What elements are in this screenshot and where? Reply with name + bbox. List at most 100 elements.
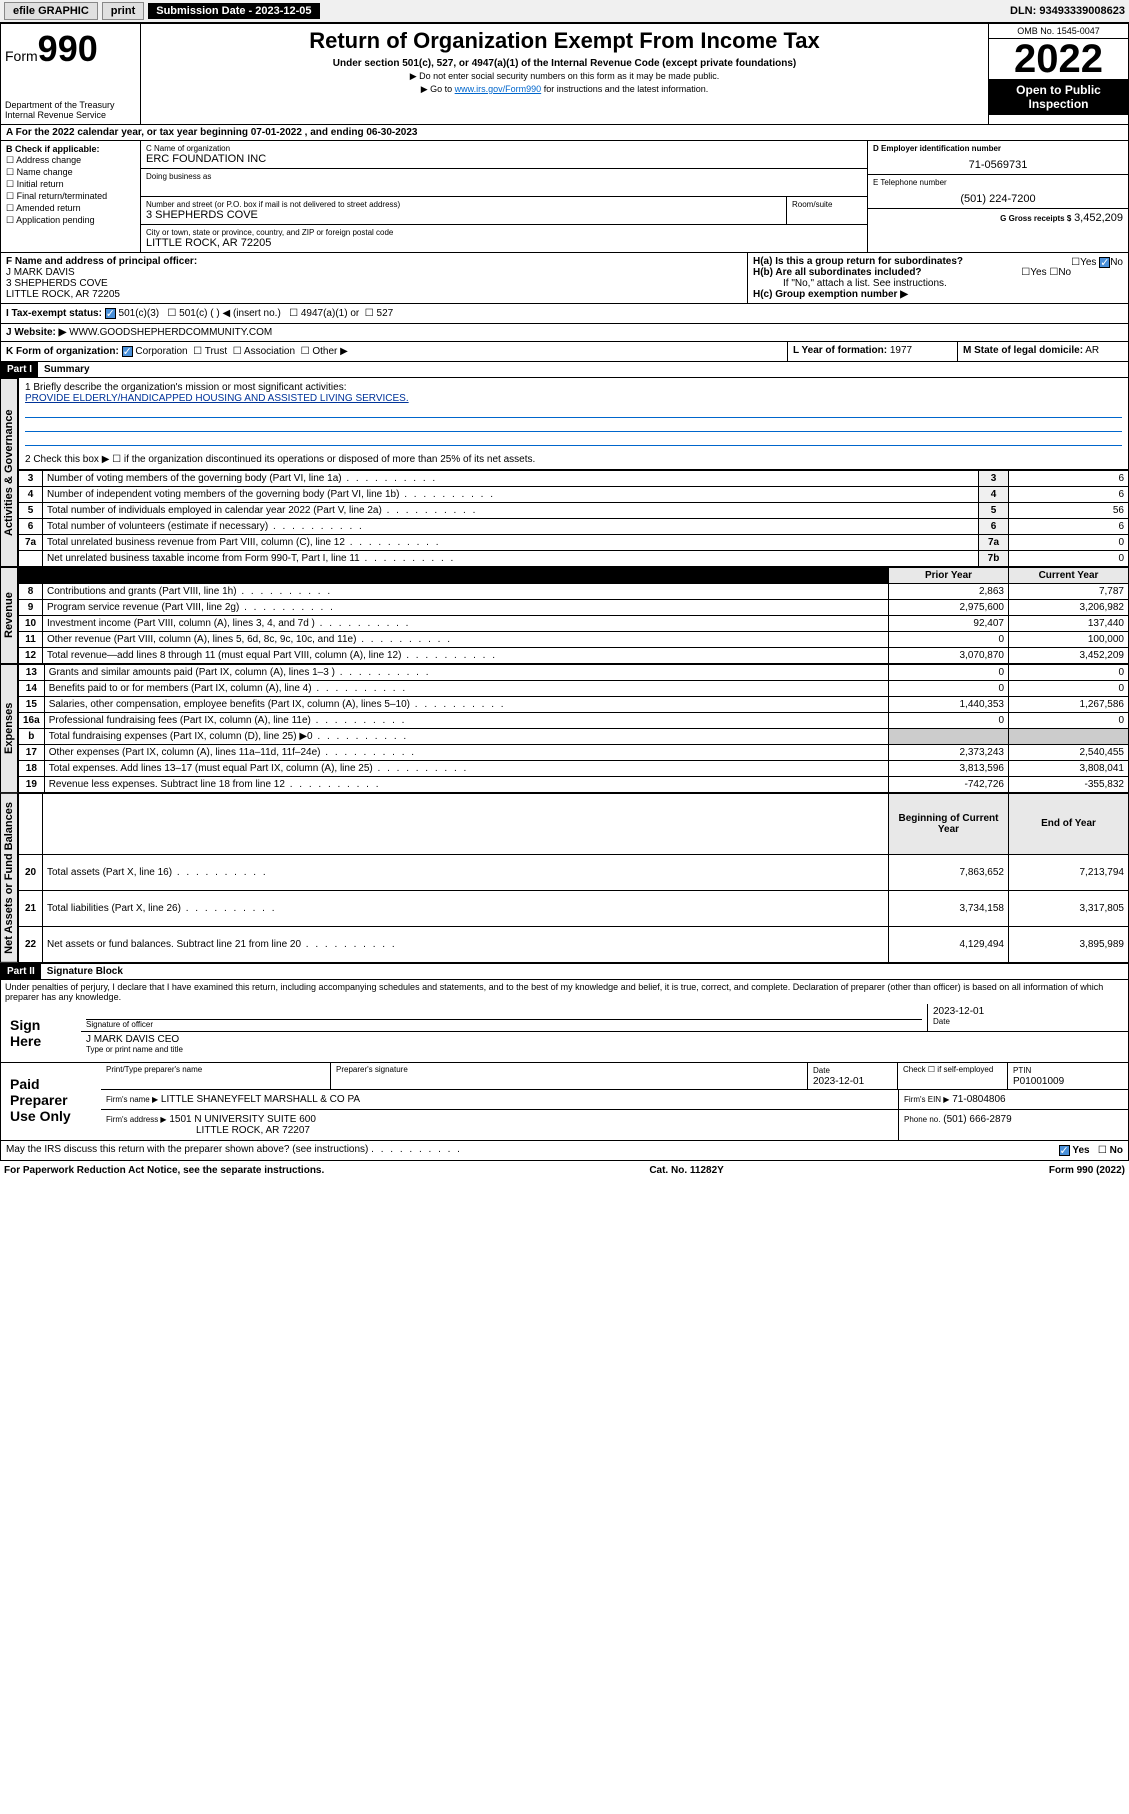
box-b: B Check if applicable: ☐ Address change … [1,141,141,252]
type-name-label: Type or print name and title [86,1045,1123,1054]
opt-4947[interactable]: 4947(a)(1) or [301,308,359,319]
chk-501c3[interactable] [105,308,116,319]
date-label: Date [933,1017,1123,1026]
table-row: 3Number of voting members of the governi… [19,471,1129,487]
table-row: Net unrelated business taxable income fr… [19,551,1129,567]
table-row: 19Revenue less expenses. Subtract line 1… [19,777,1129,793]
chk-final[interactable]: ☐ Final return/terminated [6,191,135,202]
ptin-value: P01001009 [1013,1076,1064,1087]
part-i-header: Part I Summary [0,362,1129,378]
table-row: 13Grants and similar amounts paid (Part … [19,665,1129,681]
opt-pending: Application pending [16,215,95,225]
table-row: 17Other expenses (Part IX, column (A), l… [19,745,1129,761]
chk-initial[interactable]: ☐ Initial return [6,179,135,190]
dln: DLN: 93493339008623 [1010,5,1125,17]
hb-no[interactable]: No [1058,267,1071,278]
discuss-no[interactable]: No [1110,1145,1123,1156]
efile-button[interactable]: efile GRAPHIC [4,2,98,20]
box-k-label: K Form of organization: [6,346,119,357]
phone-value: (501) 224-7200 [873,193,1123,205]
table-row: 5Total number of individuals employed in… [19,503,1129,519]
table-row: 10Investment income (Part VIII, column (… [19,616,1129,632]
table-row: 8Contributions and grants (Part VIII, li… [19,584,1129,600]
irs-label: Internal Revenue Service [5,110,136,120]
box-m: M State of legal domicile: AR [958,342,1128,361]
footer-pra: For Paperwork Reduction Act Notice, see … [4,1165,324,1176]
part-ii-label: Part II [1,964,41,979]
room-label: Room/suite [792,200,862,209]
officer-name: J MARK DAVIS [6,267,75,278]
box-deg: D Employer identification number 71-0569… [868,141,1128,252]
opt-trust[interactable]: Trust [205,346,227,357]
page-footer: For Paperwork Reduction Act Notice, see … [0,1161,1129,1180]
discuss-yes-check[interactable] [1059,1145,1070,1156]
tax-year: 2022 [989,39,1128,79]
opt-amended: Amended return [16,203,81,213]
tax-status-row: I Tax-exempt status: 501(c)(3) ☐ 501(c) … [0,304,1129,324]
year-formation: 1977 [890,345,912,356]
chk-address-change[interactable]: ☐ Address change [6,155,135,166]
note2-post: for instructions and the latest informat… [541,84,708,94]
officer-name-title: J MARK DAVIS CEO [86,1034,1123,1045]
paid-preparer-row: Paid Preparer Use Only Print/Type prepar… [0,1063,1129,1141]
box-l: L Year of formation: 1977 [788,342,958,361]
discuss-label: May the IRS discuss this return with the… [6,1144,368,1155]
form-title-cell: Return of Organization Exempt From Incom… [141,24,988,124]
chk-corp[interactable] [122,346,133,357]
chk-amended[interactable]: ☐ Amended return [6,203,135,214]
ein-label: D Employer identification number [873,144,1001,153]
tax-period: A For the 2022 calendar year, or tax yea… [0,125,1129,141]
chk-pending[interactable]: ☐ Application pending [6,215,135,226]
period-begin: 07-01-2022 [251,127,302,138]
expenses-section: Expenses 13Grants and similar amounts pa… [0,664,1129,793]
officer-addr1: 3 SHEPHERDS COVE [6,278,108,289]
opt-527[interactable]: 527 [377,308,394,319]
chk-name-change[interactable]: ☐ Name change [6,167,135,178]
vtab-expenses: Expenses [0,664,18,793]
opt-501c[interactable]: 501(c) ( ) ◀ (insert no.) [179,308,281,319]
firm-phone-label: Phone no. [904,1115,940,1124]
ha-yes[interactable]: Yes [1080,257,1096,268]
opt-other[interactable]: Other ▶ [312,346,347,357]
self-employed[interactable]: Check ☐ if self-employed [898,1063,1008,1089]
col-begin: Beginning of Current Year [889,794,1009,855]
ha-label: H(a) Is this a group return for subordin… [753,256,963,267]
website-value: WWW.GOODSHEPHERDCOMMUNITY.COM [69,327,272,338]
table-row: 16aProfessional fundraising fees (Part I… [19,713,1129,729]
dept-label: Department of the Treasury [5,100,136,110]
topbar: efile GRAPHIC print Submission Date - 20… [0,0,1129,23]
mission-label: 1 Briefly describe the organization's mi… [25,382,1122,393]
org-address: 3 SHEPHERDS COVE [146,209,781,221]
form-label: Form [5,48,38,64]
net-assets-section: Net Assets or Fund Balances Beginning of… [0,793,1129,963]
form-subtitle: Under section 501(c), 527, or 4947(a)(1)… [145,58,984,69]
header-info-row: B Check if applicable: ☐ Address change … [0,141,1129,253]
table-row: 18Total expenses. Add lines 13–17 (must … [19,761,1129,777]
box-b-label: B Check if applicable: [6,144,100,154]
sign-here-row: Sign Here Signature of officer 2023-12-0… [0,1004,1129,1063]
print-button[interactable]: print [102,2,144,20]
ha-no-check[interactable] [1099,257,1110,268]
prep-date-label: Date [813,1066,830,1075]
part-i-body: Activities & Governance 1 Briefly descri… [0,378,1129,567]
mission-block: 1 Briefly describe the organization's mi… [18,378,1129,470]
table-row: 14Benefits paid to or for members (Part … [19,681,1129,697]
ruled-line [25,420,1122,432]
prep-date: 2023-12-01 [813,1076,864,1087]
discuss-row: May the IRS discuss this return with the… [0,1141,1129,1161]
org-form-row: K Form of organization: Corporation ☐ Tr… [0,342,1129,362]
hb-yes[interactable]: Yes [1030,267,1046,278]
col-prior: Prior Year [889,568,1009,584]
domicile: AR [1085,345,1099,356]
period-end: 06-30-2023 [366,127,417,138]
irs-link[interactable]: www.irs.gov/Form990 [455,84,542,94]
discuss-yes: Yes [1072,1145,1089,1156]
vtab-net-assets: Net Assets or Fund Balances [0,793,18,963]
col-end: End of Year [1009,794,1129,855]
part-ii-title: Signature Block [41,964,129,979]
opt-assoc[interactable]: Association [244,346,295,357]
vtab-revenue: Revenue [0,567,18,664]
firm-ein-label: Firm's EIN ▶ [904,1095,949,1104]
footer-cat: Cat. No. 11282Y [649,1165,723,1176]
city-label: City or town, state or province, country… [146,228,862,237]
